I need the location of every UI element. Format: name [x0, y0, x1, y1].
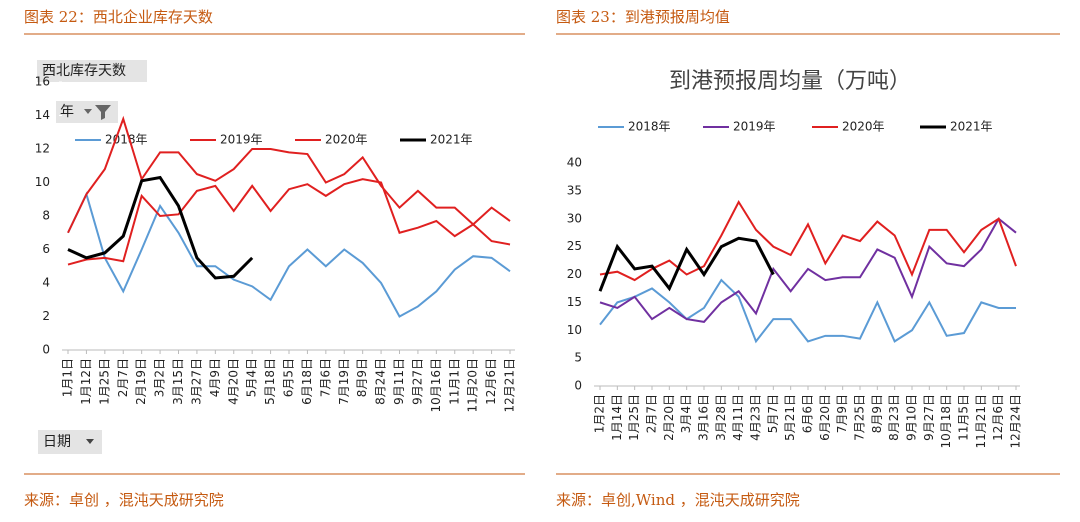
y-tick-label: 14: [35, 108, 50, 122]
x-tick-label: 11月1日: [447, 358, 461, 405]
x-tick-label: 4月23日: [749, 394, 763, 441]
source: 来源：卓创,Wind ，混沌天成研究院: [556, 491, 800, 509]
x-tick-label: 10月16日: [429, 358, 443, 413]
series-line: [598, 236, 775, 292]
x-tick-label: 1月14日: [610, 394, 624, 441]
y-tick-label: 12: [35, 142, 50, 156]
x-tick-label: 2月7日: [116, 358, 130, 397]
x-tick-label: 5月7日: [766, 394, 780, 433]
y-tick-label: 10: [567, 323, 582, 337]
legend-label: 2019年: [733, 120, 776, 134]
x-tick-label: 6月20日: [818, 394, 832, 441]
field-label: 日期: [43, 434, 71, 450]
dropdown-icon: [86, 439, 94, 444]
x-tick-label: 10月18日: [939, 394, 953, 449]
x-tick-label: 6月18日: [300, 358, 314, 405]
x-tick-label: 4月9日: [208, 358, 222, 397]
y-tick-label: 0: [574, 379, 582, 393]
series-line: [599, 200, 1017, 282]
x-tick-label: 5月21日: [783, 394, 797, 441]
x-tick-label: 12月6日: [484, 358, 498, 405]
chart-title: 到港预报周均量（万吨）: [669, 69, 911, 94]
legend-label: 2018年: [628, 120, 671, 134]
x-tick-label: 7月9日: [835, 394, 849, 433]
series-line: [599, 278, 1016, 344]
legend-label: 2018年: [105, 133, 148, 147]
x-tick-label: 1月25日: [97, 358, 111, 405]
y-tick-label: 4: [42, 276, 50, 290]
x-tick-label: 5月4日: [245, 358, 259, 397]
x-tick-label: 8月24日: [374, 358, 388, 405]
x-tick-label: 1月12日: [79, 358, 93, 405]
filter-icon: [84, 105, 111, 120]
chart-title: 西北库存天数: [42, 63, 126, 79]
x-tick-label: 2月7日: [645, 394, 659, 433]
y-tick-label: 25: [567, 239, 582, 253]
series-line: [599, 217, 1017, 323]
x-tick-label: 7月25日: [853, 394, 867, 441]
x-tick-label: 12月24日: [1009, 394, 1023, 449]
y-tick-label: 2: [42, 309, 50, 323]
series-line: [67, 175, 254, 280]
x-tick-label: 3月27日: [189, 358, 203, 405]
x-tick-label: 3月15日: [171, 358, 185, 405]
x-tick-label: 11月20日: [466, 358, 480, 413]
x-tick-label: 9月10日: [905, 394, 919, 441]
y-tick-label: 8: [42, 209, 50, 223]
x-tick-label: 9月27日: [922, 394, 936, 441]
y-tick-label: 0: [42, 343, 50, 357]
y-tick-label: 16: [35, 75, 50, 89]
y-tick-label: 10: [35, 175, 50, 189]
x-tick-label: 4月20日: [226, 358, 240, 405]
y-tick-label: 35: [567, 183, 582, 197]
series-line: [67, 178, 511, 266]
x-tick-label: 8月9日: [355, 358, 369, 397]
x-tick-label: 9月27日: [410, 358, 424, 405]
x-tick-label: 7月19日: [337, 358, 351, 405]
x-tick-label: 12月6日: [991, 394, 1005, 441]
x-tick-label: 9月11日: [392, 358, 406, 405]
source: 来源：卓创 ，混沌天成研究院: [24, 491, 224, 509]
x-tick-label: 11月5日: [957, 394, 971, 441]
header: 图表 23：到港预报周均值: [556, 8, 730, 26]
x-tick-label: 4月11日: [731, 394, 745, 441]
x-tick-label: 2月19日: [134, 358, 148, 405]
legend-label: 2021年: [430, 133, 473, 147]
x-tick-label: 3月2日: [153, 358, 167, 397]
x-tick-label: 7月6日: [318, 358, 332, 397]
x-tick-label: 5月18日: [263, 358, 277, 405]
legend-label: 2020年: [842, 120, 885, 134]
x-tick-label: 8月23日: [887, 394, 901, 441]
filter-label: 年: [60, 104, 74, 120]
x-tick-label: 11月21日: [974, 394, 988, 449]
x-tick-label: 12月21日: [503, 358, 517, 413]
x-tick-label: 6月5日: [282, 358, 296, 397]
legend-label: 2021年: [950, 120, 993, 134]
x-tick-label: 6月6日: [801, 394, 815, 433]
x-tick-label: 3月16日: [697, 394, 711, 441]
x-tick-label: 3月28日: [714, 394, 728, 441]
y-tick-label: 15: [567, 295, 582, 309]
y-tick-label: 20: [567, 267, 582, 281]
y-tick-label: 30: [567, 211, 582, 225]
x-tick-label: 1月2日: [593, 394, 607, 433]
x-tick-label: 2月20日: [662, 394, 676, 441]
title-button[interactable]: [37, 60, 147, 82]
y-tick-label: 6: [42, 242, 50, 256]
x-tick-label: 3月4日: [679, 394, 693, 433]
legend-label: 2020年: [325, 133, 368, 147]
x-tick-label: 1月25日: [627, 394, 641, 441]
legend-label: 2019年: [220, 133, 263, 147]
y-tick-label: 40: [567, 156, 582, 170]
series-line: [67, 191, 511, 318]
x-tick-label: 8月9日: [870, 394, 884, 433]
y-tick-label: 5: [574, 351, 582, 365]
series-line: [67, 115, 511, 234]
header: 图表 22：西北企业库存天数: [24, 8, 213, 26]
x-tick-label: 1月1日: [61, 358, 75, 397]
